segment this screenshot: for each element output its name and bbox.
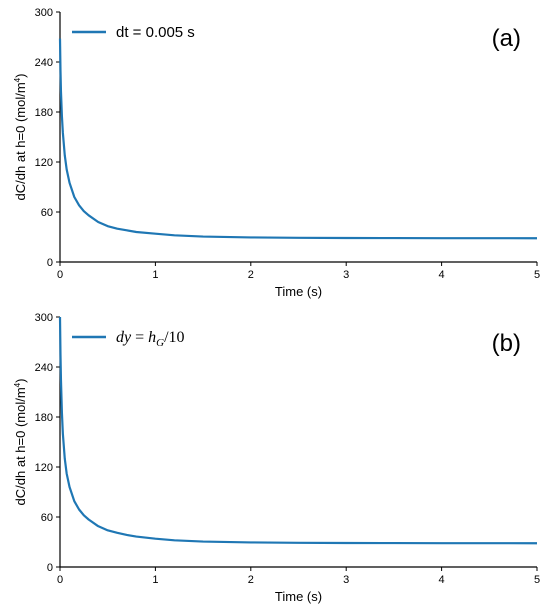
x-tick-label: 2 (248, 269, 254, 281)
y-tick-label: 240 (35, 57, 53, 69)
y-tick-label: 120 (35, 462, 53, 474)
x-tick-label: 4 (439, 574, 445, 586)
panel-label: (b) (492, 330, 521, 357)
y-tick-label: 60 (41, 207, 53, 219)
y-tick-label: 300 (35, 312, 53, 324)
y-tick-label: 60 (41, 512, 53, 524)
x-tick-label: 1 (152, 574, 158, 586)
legend: dy = hG/10 (72, 329, 185, 349)
y-tick-label: 300 (35, 7, 53, 19)
legend-label: dt = 0.005 s (116, 24, 195, 41)
y-axis-label: dC/dh at h=0 (mol/m4) (13, 74, 28, 201)
y-tick-label: 240 (35, 362, 53, 374)
legend: dt = 0.005 s (72, 24, 195, 41)
x-axis-label: Time (s) (275, 284, 322, 299)
x-tick-label: 1 (152, 269, 158, 281)
y-tick-label: 180 (35, 107, 53, 119)
x-tick-label: 4 (439, 269, 445, 281)
x-tick-label: 3 (343, 574, 349, 586)
series-line (58, 38, 538, 240)
x-axis-label: Time (s) (275, 589, 322, 604)
x-tick-label: 5 (534, 574, 540, 586)
series-line (58, 316, 538, 545)
y-tick-label: 0 (47, 562, 53, 574)
x-tick-label: 5 (534, 269, 540, 281)
x-tick-label: 0 (57, 574, 63, 586)
y-axis-label: dC/dh at h=0 (mol/m4) (13, 379, 28, 506)
x-tick-label: 2 (248, 574, 254, 586)
chart-panel-a: 0 1 2 3 4 5 0 60 120 180 240 300 Time (s) dC/dh at h=… (13, 7, 540, 299)
y-tick-label: 180 (35, 412, 53, 424)
x-tick-label: 0 (57, 269, 63, 281)
panel-label: (a) (492, 25, 521, 52)
legend-label: dy = hG/10 (116, 329, 185, 349)
y-tick-label: 120 (35, 157, 53, 169)
x-tick-label: 3 (343, 269, 349, 281)
chart-panel-b: 0 1 2 3 4 5 0 60 120 180 240 300 Time (s) dC/dh at h=… (13, 312, 540, 604)
y-tick-label: 0 (47, 257, 53, 269)
